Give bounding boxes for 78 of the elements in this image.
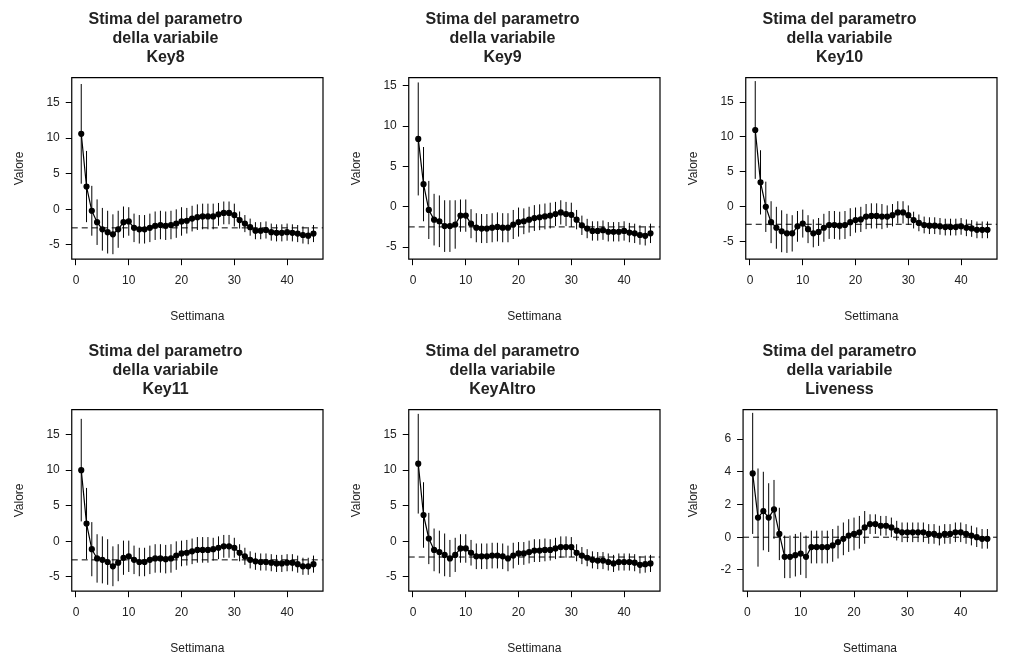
y-tick-label: 10 [46,130,61,145]
x-tick-label: 30 [564,272,579,287]
x-axis-title: Settimana [170,309,225,324]
y-tick-label: 10 [46,462,61,477]
y-tick-label: 0 [53,533,61,548]
y-tick-label: -5 [49,237,61,252]
y-tick-label: 10 [383,462,398,477]
x-tick-label: 20 [174,272,189,287]
y-tick-label: 0 [727,199,735,214]
y-axis-title: Valore [685,483,700,518]
y-tick-label: 15 [46,426,61,441]
x-tick-label: 40 [954,272,969,287]
y-tick-label: 10 [720,129,735,144]
y-tick-label: 5 [727,164,735,179]
chart-title: Stima del parametro della variabile Key11 [88,342,243,398]
y-tick-label: 5 [390,158,398,173]
x-tick-label: 0 [409,272,417,287]
y-axis-title: Valore [348,483,363,518]
x-tick-label: 30 [227,272,242,287]
y-axis-title: Valore [11,151,26,186]
y-tick-label: 4 [724,464,732,479]
x-tick-label: 0 [743,604,751,619]
y-tick-label: 15 [46,94,61,109]
y-tick-label: 0 [390,533,398,548]
y-tick-label: 6 [724,431,732,446]
y-axis-title: Valore [348,151,363,186]
x-tick-label: 0 [746,272,754,287]
chart-title: Stima del parametro della variabile Key8 [88,10,243,66]
x-axis-title: Settimana [844,309,899,324]
y-axis-title: Valore [685,151,700,186]
x-tick-label: 10 [459,604,473,619]
x-tick-label: 10 [459,272,473,287]
x-tick-label: 30 [901,272,916,287]
y-tick-label: 5 [53,166,61,181]
y-tick-label: -5 [386,569,398,584]
y-tick-label: 2 [724,496,732,511]
x-axis-title: Settimana [843,641,898,656]
x-tick-label: 10 [794,604,808,619]
x-tick-label: 20 [511,272,526,287]
x-tick-label: 0 [72,272,80,287]
y-tick-label: -2 [720,562,732,577]
chart-title: Stima del parametro della variabile KeyAltro [425,342,580,398]
x-tick-label: 40 [617,604,632,619]
x-tick-label: 40 [280,272,295,287]
y-tick-label: 5 [53,498,61,513]
x-tick-label: 40 [280,604,295,619]
chart-title: Stima del parametro della variabile Key9 [425,10,580,66]
y-tick-label: -5 [723,234,735,249]
x-tick-label: 40 [617,272,632,287]
x-axis-title: Settimana [170,641,225,656]
x-tick-label: 10 [122,604,136,619]
y-tick-label: 5 [390,498,398,513]
x-tick-label: 20 [848,272,863,287]
x-tick-label: 10 [122,272,136,287]
y-axis-title: Valore [11,483,26,518]
chart-title: Stima del parametro della variabile Key10 [762,10,917,66]
x-tick-label: 30 [900,604,915,619]
x-tick-label: 20 [511,604,526,619]
x-tick-label: 30 [227,604,242,619]
y-tick-label: 15 [720,94,735,109]
x-tick-label: 30 [564,604,579,619]
y-tick-label: 15 [383,77,398,92]
y-tick-label: -5 [386,239,398,254]
x-tick-label: 0 [409,604,417,619]
x-tick-label: 20 [847,604,862,619]
y-tick-label: 0 [724,529,732,544]
x-axis-title: Settimana [507,641,562,656]
chart-title: Stima del parametro della variabile Liveness [762,342,917,398]
y-tick-label: 0 [53,201,61,216]
x-tick-label: 10 [796,272,810,287]
x-tick-label: 20 [174,604,189,619]
y-tick-label: 15 [383,426,398,441]
x-tick-label: 0 [72,604,80,619]
x-tick-label: 40 [954,604,968,619]
y-tick-label: -5 [49,569,61,584]
y-tick-label: 0 [390,199,398,214]
y-tick-label: 10 [383,118,398,133]
x-axis-title: Settimana [507,309,562,324]
